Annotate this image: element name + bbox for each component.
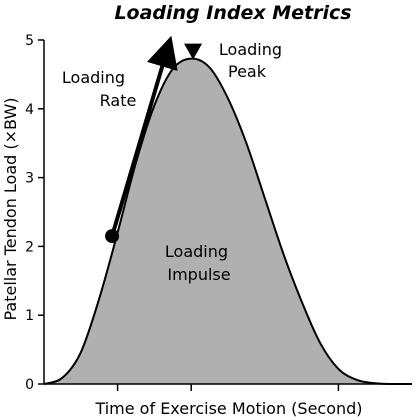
load-curve-line [43, 57, 413, 386]
loading-rate-arrow [110, 35, 178, 237]
y-tick-label: 5 [25, 33, 34, 49]
y-tick-label: 0 [25, 377, 34, 393]
loading-impulse-label: Loading Impulse [165, 242, 233, 284]
loading-rate-label: Loading Rate [62, 68, 136, 110]
y-tick-label: 1 [25, 308, 34, 324]
y-axis-label: Patellar Tendon Load (×BW) [1, 97, 20, 320]
load-curve-area [44, 58, 412, 385]
x-axis-label: Time of Exercise Motion (Second) [94, 399, 362, 418]
y-tick-label: 3 [25, 171, 34, 187]
y-axis-ticks: 0 1 2 3 4 5 [25, 33, 44, 393]
loading-rate-start-point [105, 229, 120, 244]
loading-peak-label: Loading Peak [219, 40, 287, 81]
x-axis-ticks [116, 384, 340, 391]
y-tick-label: 4 [25, 102, 34, 118]
loading-peak-marker [184, 43, 203, 60]
y-tick-label: 2 [25, 239, 34, 255]
chart-title: Loading Index Metrics [114, 2, 351, 24]
